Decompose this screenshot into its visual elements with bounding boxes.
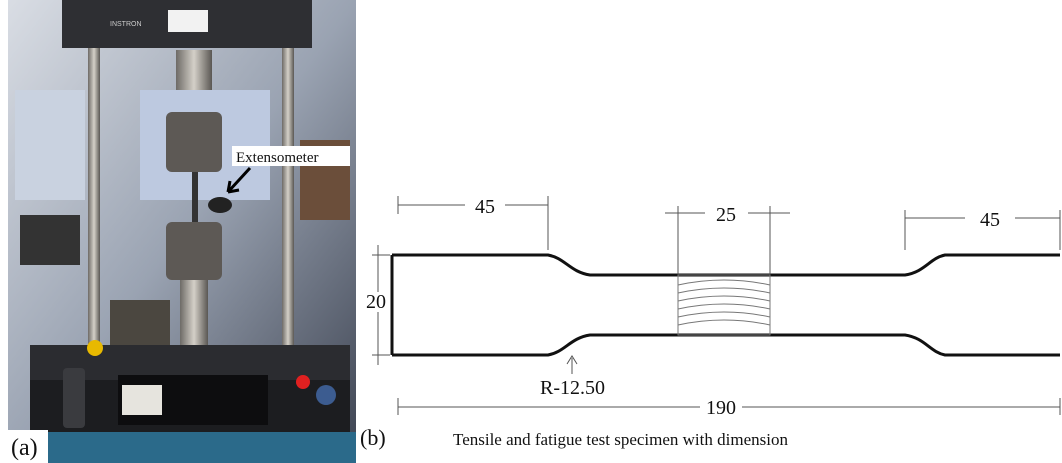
stop-button — [296, 375, 310, 389]
gauge-hatching — [677, 274, 771, 336]
photo-panel: INSTRON (a) Extensometer — [8, 0, 356, 463]
dimension-label: 20 — [366, 291, 386, 313]
dimension-lines — [372, 196, 1061, 415]
remote — [63, 368, 85, 428]
drawing-panel: 45 25 45 20 R-12.50 190 (b) Tensile and … — [358, 188, 1062, 463]
lower-grip — [166, 222, 222, 280]
controller — [20, 215, 80, 265]
logo-badge — [316, 385, 336, 405]
window — [15, 90, 85, 200]
drawing-background — [358, 188, 1062, 463]
extensometer — [208, 197, 232, 213]
display — [168, 10, 208, 32]
upper-grip — [166, 112, 222, 172]
annotation-box — [232, 146, 350, 166]
panel-label: (b) — [360, 425, 386, 450]
actuator — [180, 280, 208, 350]
column — [88, 48, 100, 348]
annotation: Extensometer — [236, 150, 318, 166]
specimen — [192, 172, 198, 222]
annotation-arrow — [226, 166, 252, 194]
dimension-label: R-12.50 — [540, 377, 605, 399]
panel-label: (a) — [11, 435, 38, 461]
floor — [8, 432, 356, 463]
dimension-label: 190 — [706, 397, 736, 419]
caption: Tensile and fatigue test specimen with d… — [453, 430, 788, 449]
load-cell — [176, 50, 212, 90]
cloth — [122, 385, 162, 415]
dimension-label: 45 — [980, 209, 1000, 231]
dimension-label: 25 — [716, 204, 736, 226]
brand-label: INSTRON — [110, 21, 142, 28]
dimension-label: 45 — [475, 196, 495, 218]
column-collar — [87, 340, 103, 356]
column — [282, 48, 294, 348]
label-box — [8, 430, 48, 463]
